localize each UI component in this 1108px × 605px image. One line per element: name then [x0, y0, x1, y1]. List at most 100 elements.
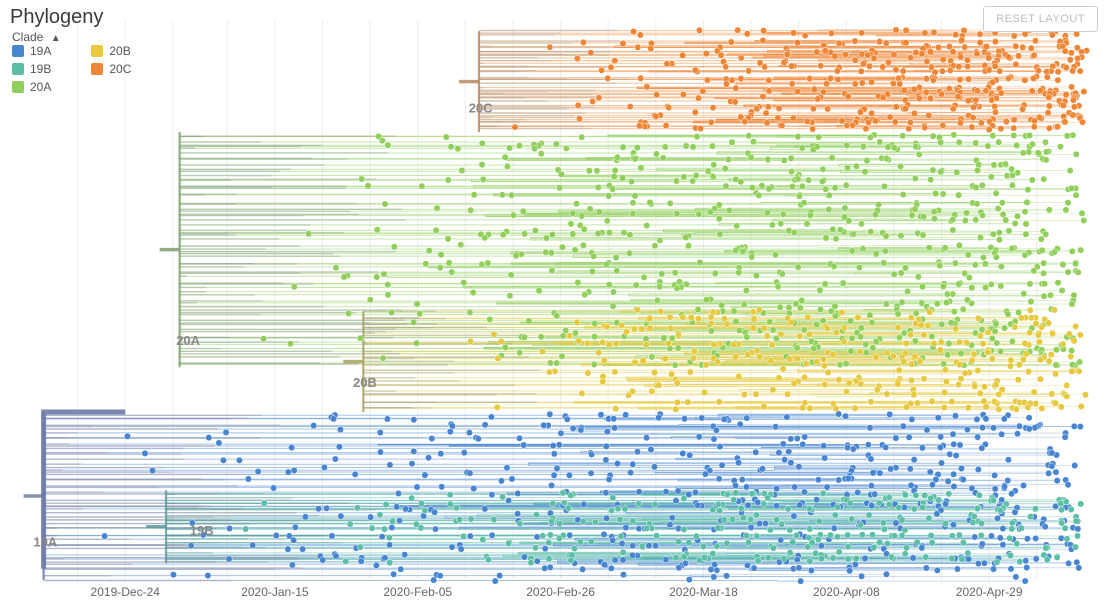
tip-marker[interactable]: [900, 68, 906, 74]
tip-marker[interactable]: [870, 470, 876, 476]
tip-marker[interactable]: [1068, 506, 1074, 512]
tip-marker[interactable]: [744, 562, 750, 568]
tip-marker[interactable]: [532, 227, 538, 233]
tip-marker[interactable]: [931, 216, 937, 222]
tip-marker[interactable]: [711, 162, 717, 168]
tip-marker[interactable]: [546, 540, 552, 546]
tip-marker[interactable]: [893, 104, 899, 110]
tip-marker[interactable]: [956, 242, 962, 248]
tip-marker[interactable]: [749, 490, 755, 496]
tip-marker[interactable]: [867, 425, 873, 431]
tip-marker[interactable]: [1044, 557, 1050, 563]
tip-marker[interactable]: [868, 110, 874, 116]
tip-marker[interactable]: [877, 139, 883, 145]
tip-marker[interactable]: [777, 304, 783, 310]
tip-marker[interactable]: [1055, 279, 1061, 285]
tip-marker[interactable]: [1075, 526, 1081, 532]
tip-marker[interactable]: [877, 470, 883, 476]
tip-marker[interactable]: [797, 333, 803, 339]
tip-marker[interactable]: [872, 211, 878, 217]
tip-marker[interactable]: [1042, 139, 1048, 145]
tip-marker[interactable]: [958, 350, 964, 356]
tip-marker[interactable]: [730, 341, 736, 347]
tip-marker[interactable]: [600, 378, 606, 384]
tip-marker[interactable]: [556, 535, 562, 541]
tip-marker[interactable]: [628, 178, 634, 184]
tip-marker[interactable]: [488, 414, 494, 420]
tip-marker[interactable]: [989, 356, 995, 362]
tip-marker[interactable]: [1049, 463, 1055, 469]
tip-marker[interactable]: [737, 421, 743, 427]
tip-marker[interactable]: [596, 95, 602, 101]
tip-marker[interactable]: [741, 301, 747, 307]
tip-marker[interactable]: [736, 373, 742, 379]
tip-marker[interactable]: [581, 226, 587, 232]
tip-marker[interactable]: [675, 538, 681, 544]
tip-marker[interactable]: [1028, 315, 1034, 321]
tip-marker[interactable]: [869, 319, 875, 325]
tip-marker[interactable]: [681, 526, 687, 532]
tip-marker[interactable]: [701, 554, 707, 560]
tip-marker[interactable]: [1022, 208, 1028, 214]
tip-marker[interactable]: [467, 338, 473, 344]
tip-marker[interactable]: [550, 442, 556, 448]
tip-marker[interactable]: [733, 490, 739, 496]
tip-marker[interactable]: [951, 483, 957, 489]
tip-marker[interactable]: [786, 448, 792, 454]
tip-marker[interactable]: [788, 155, 794, 161]
tip-marker[interactable]: [814, 144, 820, 150]
tip-marker[interactable]: [836, 376, 842, 382]
tip-marker[interactable]: [699, 415, 705, 421]
tip-marker[interactable]: [957, 442, 963, 448]
tip-marker[interactable]: [1032, 506, 1038, 512]
tip-marker[interactable]: [585, 370, 591, 376]
tip-marker[interactable]: [1040, 270, 1046, 276]
tip-marker[interactable]: [414, 301, 420, 307]
tip-marker[interactable]: [1077, 68, 1083, 74]
tip-marker[interactable]: [748, 254, 754, 260]
tip-marker[interactable]: [382, 555, 388, 561]
tip-marker[interactable]: [852, 561, 858, 567]
tip-marker[interactable]: [748, 524, 754, 530]
tip-marker[interactable]: [591, 333, 597, 339]
tip-marker[interactable]: [717, 443, 723, 449]
tip-marker[interactable]: [509, 476, 515, 482]
tip-marker[interactable]: [729, 77, 735, 83]
tip-marker[interactable]: [940, 361, 946, 367]
tip-marker[interactable]: [868, 482, 874, 488]
tip-marker[interactable]: [815, 477, 821, 483]
tip-marker[interactable]: [935, 415, 941, 421]
tip-marker[interactable]: [1024, 564, 1030, 570]
tip-marker[interactable]: [704, 77, 710, 83]
tip-marker[interactable]: [598, 412, 604, 418]
tip-marker[interactable]: [260, 336, 266, 342]
tip-marker[interactable]: [881, 526, 887, 532]
tip-marker[interactable]: [567, 492, 573, 498]
tip-marker[interactable]: [690, 178, 696, 184]
tip-marker[interactable]: [797, 578, 803, 584]
tip-marker[interactable]: [769, 222, 775, 228]
tip-marker[interactable]: [566, 333, 572, 339]
tip-marker[interactable]: [543, 235, 549, 241]
tip-marker[interactable]: [721, 517, 727, 523]
tip-marker[interactable]: [521, 554, 527, 560]
tip-marker[interactable]: [1013, 406, 1019, 412]
tip-marker[interactable]: [589, 98, 595, 104]
tip-marker[interactable]: [943, 299, 949, 305]
tip-marker[interactable]: [733, 223, 739, 229]
tip-marker[interactable]: [587, 206, 593, 212]
tip-marker[interactable]: [784, 391, 790, 397]
tip-marker[interactable]: [833, 329, 839, 335]
tip-marker[interactable]: [1015, 377, 1021, 383]
tip-marker[interactable]: [931, 29, 937, 35]
tip-marker[interactable]: [673, 554, 679, 560]
tip-marker[interactable]: [1057, 143, 1063, 149]
tip-marker[interactable]: [1043, 149, 1049, 155]
tip-marker[interactable]: [846, 218, 852, 224]
tip-marker[interactable]: [656, 284, 662, 290]
tip-marker[interactable]: [149, 467, 155, 473]
tip-marker[interactable]: [505, 540, 511, 546]
tip-marker[interactable]: [1079, 210, 1085, 216]
tip-marker[interactable]: [620, 571, 626, 577]
tip-marker[interactable]: [788, 168, 794, 174]
